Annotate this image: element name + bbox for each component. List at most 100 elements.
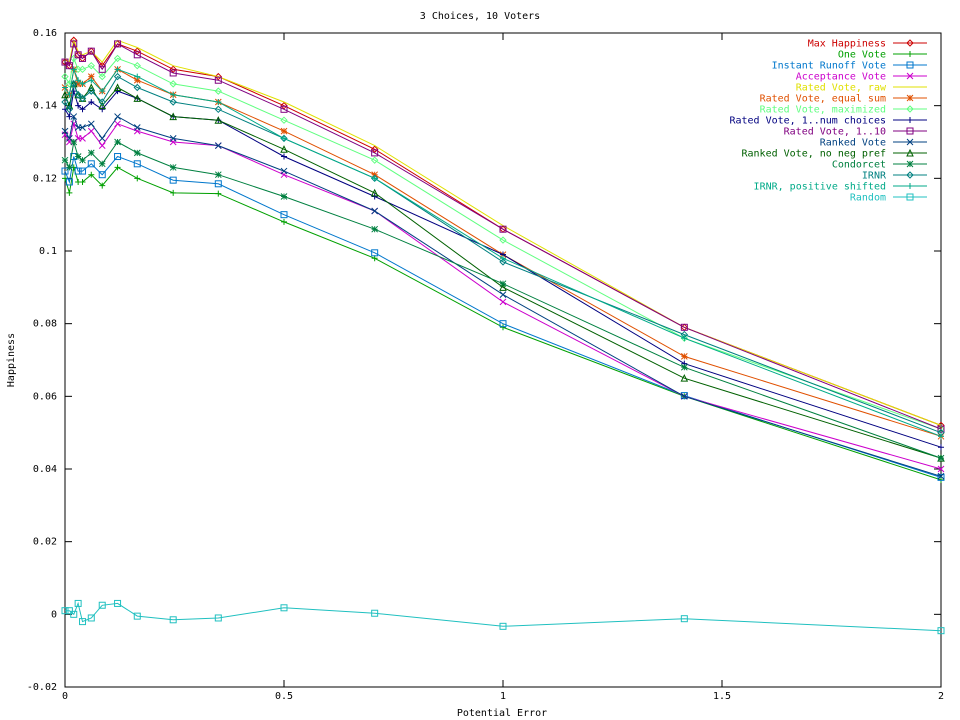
data-point: [88, 77, 95, 84]
data-point: [66, 135, 73, 142]
data-point: [133, 47, 141, 55]
series-rated-vote-raw: [64, 38, 942, 426]
data-point: [62, 175, 68, 182]
data-point: [214, 171, 222, 179]
data-point: [114, 113, 121, 120]
data-point: [114, 599, 122, 607]
data-point: [79, 618, 87, 626]
legend-label: Rated Vote, 1..10: [784, 127, 886, 138]
data-point: [74, 599, 82, 607]
x-tick-label: 1.5: [713, 691, 731, 702]
data-point: [74, 167, 82, 175]
legend-label: Rated Vote, 1..num choices: [729, 116, 886, 127]
data-point: [937, 454, 945, 462]
series-rated-vote-maximized: [61, 54, 945, 433]
data-point: [370, 188, 379, 197]
data-point: [79, 178, 86, 185]
legend-marker: [906, 127, 914, 135]
series-ranked-vote: [61, 113, 945, 480]
data-point: [169, 112, 177, 121]
data-point: [215, 99, 222, 106]
data-point: [680, 615, 688, 623]
data-point: [133, 160, 141, 168]
data-point: [98, 98, 106, 106]
data-point: [99, 106, 106, 113]
data-point: [61, 98, 69, 106]
data-point: [66, 164, 73, 171]
data-point: [280, 116, 288, 124]
legend-marker: [906, 193, 914, 201]
legend-marker: [906, 61, 914, 69]
data-point: [74, 80, 82, 88]
data-point: [371, 609, 379, 617]
legend-marker: [906, 160, 914, 168]
legend-marker: [907, 183, 913, 189]
data-point: [370, 145, 379, 153]
data-point: [214, 614, 222, 622]
data-point: [78, 65, 87, 74]
y-tick-label: 0: [51, 609, 57, 620]
legend-label: One Vote: [838, 50, 886, 61]
legend-label: Instant Runoff Vote: [772, 61, 886, 72]
data-point: [214, 76, 222, 84]
series-line: [64, 42, 942, 430]
data-point: [280, 211, 288, 219]
data-point: [499, 320, 507, 328]
series-line: [64, 56, 942, 430]
series-random: [61, 599, 945, 635]
data-point: [499, 225, 507, 233]
legend-label: Max Happiness: [808, 39, 886, 50]
data-point: [170, 91, 177, 98]
data-point: [680, 323, 688, 331]
legend-label: Acceptance Vote: [796, 72, 886, 83]
data-point: [114, 164, 121, 171]
data-point: [937, 627, 945, 635]
legend-label: Rated Vote, raw: [796, 83, 887, 94]
data-point: [169, 616, 177, 624]
data-point: [680, 363, 688, 371]
data-point: [499, 291, 507, 298]
series-irnr-positive-shifted: [62, 66, 944, 440]
data-point: [370, 156, 379, 164]
series-layer: [61, 36, 945, 635]
y-axis-label: Happiness: [6, 333, 17, 387]
y-tick-label: -0.02: [27, 682, 57, 693]
data-point: [79, 167, 87, 175]
legend-marker: [906, 105, 914, 113]
data-point: [65, 62, 73, 70]
data-point: [133, 124, 141, 131]
data-point: [61, 127, 69, 135]
data-point: [214, 72, 223, 81]
y-tick-label: 0.06: [33, 391, 57, 402]
legend-label: Rated Vote, equal sum: [760, 94, 886, 105]
legend-label: IRNR, positive shifted: [754, 182, 886, 193]
data-point: [134, 73, 141, 80]
series-line: [64, 68, 942, 437]
data-point: [681, 335, 688, 342]
legend-marker: [907, 51, 913, 57]
data-point: [78, 94, 87, 103]
data-point: [114, 88, 121, 95]
data-point: [61, 156, 69, 164]
data-point: [169, 135, 177, 142]
data-point: [280, 101, 288, 110]
data-point: [114, 120, 121, 128]
data-point: [79, 135, 86, 142]
data-point: [98, 72, 106, 81]
data-point: [87, 47, 95, 55]
y-tick-label: 0.1: [39, 246, 57, 257]
data-point: [215, 190, 222, 197]
data-point: [938, 444, 944, 451]
x-tick-label: 1: [500, 691, 506, 702]
data-point: [937, 472, 945, 480]
data-point: [280, 604, 288, 612]
data-point: [70, 40, 78, 48]
data-point: [169, 164, 177, 171]
data-point: [98, 135, 106, 142]
data-point: [680, 392, 688, 400]
data-point: [61, 72, 69, 81]
series-line: [64, 40, 942, 426]
data-point: [371, 249, 379, 257]
data-point: [499, 236, 507, 244]
y-tick-label: 0.14: [33, 101, 57, 112]
